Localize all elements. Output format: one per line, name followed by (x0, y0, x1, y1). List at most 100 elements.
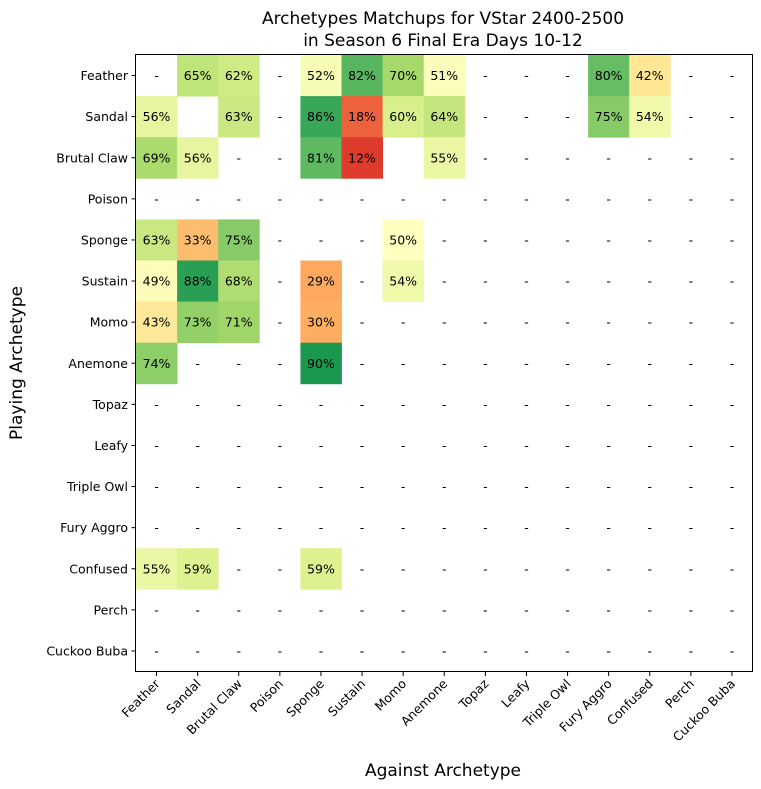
heatmap-cell (382, 55, 425, 97)
heatmap-cell-label: 49% (143, 274, 171, 289)
heatmap-cell-label: - (360, 397, 365, 412)
heatmap-cell-label: - (647, 397, 652, 412)
heatmap-cell-label: - (401, 397, 406, 412)
heatmap-cell-label: - (483, 561, 488, 576)
heatmap-cell-label: - (278, 109, 283, 124)
heatmap-cell-label: - (565, 274, 570, 289)
heatmap-cell-label: - (401, 479, 406, 494)
heatmap-cell-label: - (606, 191, 611, 206)
heatmap-cell (136, 219, 178, 261)
heatmap-cell-label: - (524, 643, 529, 658)
heatmap-cell-label: 52% (307, 68, 335, 83)
heatmap-cell-label: - (730, 520, 735, 535)
heatmap-cell-label: - (730, 274, 735, 289)
x-tick-label: Momo (372, 676, 410, 714)
heatmap-cell-label: - (606, 479, 611, 494)
heatmap-cell-label: - (606, 274, 611, 289)
heatmap-cell-label: - (730, 397, 735, 412)
x-tick-label: Poison (247, 676, 286, 715)
heatmap-cell-label: - (154, 602, 159, 617)
heatmap-cell-label: 68% (225, 274, 253, 289)
x-tick-label: Sandal (163, 676, 204, 717)
heatmap-cell-label: - (689, 643, 694, 658)
heatmap-cell-label: - (278, 438, 283, 453)
heatmap-cell-label: - (442, 561, 447, 576)
heatmap-cell (300, 96, 342, 138)
heatmap-cell-label: - (319, 602, 324, 617)
heatmap-cell-label: - (647, 520, 652, 535)
heatmap-cell (177, 219, 219, 261)
heatmap-cell-label: - (606, 520, 611, 535)
heatmap-cell (136, 137, 178, 179)
heatmap-cell-label: - (565, 561, 570, 576)
heatmap-cell-label: 50% (389, 232, 417, 247)
heatmap-cell (423, 137, 466, 179)
heatmap-cell (218, 219, 260, 261)
heatmap-cell-label: - (278, 602, 283, 617)
heatmap-cell-label: 42% (636, 68, 664, 83)
heatmap-cell-label: 55% (430, 150, 458, 165)
heatmap-cell-label: - (360, 438, 365, 453)
heatmap-cell-label: - (236, 191, 241, 206)
heatmap-cell-label: 55% (143, 561, 171, 576)
heatmap-cell-label: - (483, 191, 488, 206)
heatmap-cell-label: - (524, 397, 529, 412)
x-tick-label: Feather (118, 675, 163, 720)
heatmap-cell-label: - (689, 397, 694, 412)
heatmap-cell (382, 260, 425, 302)
heatmap-cell-label: - (730, 150, 735, 165)
x-tick-label: Perch (662, 676, 697, 711)
heatmap-cell (177, 260, 219, 302)
heatmap-cell-label: 82% (348, 68, 376, 83)
heatmap-cell (218, 301, 260, 344)
heatmap-cell-label: - (689, 561, 694, 576)
heatmap-cell-label: - (154, 438, 159, 453)
heatmap-cell-label: 51% (430, 68, 458, 83)
heatmap-cell-label: - (442, 356, 447, 371)
heatmap-cell-label: - (278, 356, 283, 371)
heatmap-cell-label: - (360, 356, 365, 371)
heatmap-cell-label: - (647, 479, 652, 494)
heatmap-cell (136, 548, 178, 590)
heatmap-cell-label: - (236, 356, 241, 371)
heatmap-cell (177, 548, 219, 590)
y-tick-label: Topaz (92, 397, 129, 412)
x-tick-label: Topaz (455, 676, 492, 713)
y-tick-label: Poison (88, 191, 128, 206)
heatmap-cell-label: 59% (184, 561, 212, 576)
heatmap-cell-label: - (606, 602, 611, 617)
heatmap-cell (136, 301, 178, 344)
y-tick-label: Fury Aggro (60, 520, 128, 535)
heatmap-cell-label: - (647, 232, 652, 247)
heatmap-cell-label: - (689, 438, 694, 453)
heatmap-cell-label: - (236, 643, 241, 658)
heatmap-cell (136, 96, 178, 138)
heatmap-cell-label: - (606, 438, 611, 453)
heatmap-cell-label: - (647, 643, 652, 658)
heatmap-cell-label: - (565, 356, 570, 371)
heatmap-cell-label: - (195, 397, 200, 412)
heatmap-cell-label: - (606, 315, 611, 330)
heatmap-cell-label: - (360, 561, 365, 576)
y-tick-label: Anemone (68, 356, 128, 371)
y-tick-label: Confused (69, 561, 128, 576)
heatmap-cell-label: - (360, 274, 365, 289)
heatmap-cell-label: - (442, 397, 447, 412)
heatmap-cell-label: - (606, 356, 611, 371)
heatmap-cell-label: 56% (184, 150, 212, 165)
heatmap-cell-label: - (195, 356, 200, 371)
heatmap-cell-label: - (647, 561, 652, 576)
heatmap-cell-label: - (154, 68, 159, 83)
heatmap-cell-label: - (524, 109, 529, 124)
heatmap-cell-label: - (278, 232, 283, 247)
heatmap-cell-label: - (565, 150, 570, 165)
heatmap-cell-label: 80% (595, 68, 623, 83)
heatmap-cell-label: - (730, 109, 735, 124)
heatmap-cell-label: - (278, 643, 283, 658)
heatmap-cell-label: 70% (389, 68, 417, 83)
heatmap-cell-label: 30% (307, 315, 335, 330)
heatmap-cell (588, 96, 630, 138)
heatmap-cell (136, 342, 178, 385)
y-tick-label: Feather (80, 68, 128, 83)
heatmap-cell-label: - (483, 150, 488, 165)
